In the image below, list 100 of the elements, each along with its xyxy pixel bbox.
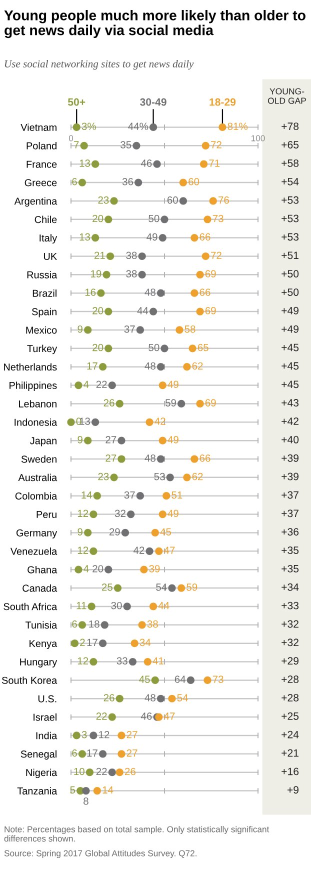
y-tick-label: Colombia	[15, 492, 58, 500]
point	[138, 621, 146, 629]
point	[84, 528, 92, 537]
point	[162, 492, 170, 500]
text: +54	[282, 178, 299, 186]
text: +28	[282, 676, 299, 684]
point	[100, 621, 108, 629]
point	[80, 142, 88, 150]
data-label: 20	[92, 565, 104, 572]
point	[183, 363, 191, 371]
data-label: 73	[212, 676, 224, 683]
point	[151, 676, 159, 684]
data-label: 58	[184, 325, 196, 333]
point	[108, 768, 116, 776]
data-label: 71	[209, 160, 220, 167]
point	[144, 658, 152, 666]
data-label: 29	[109, 528, 120, 536]
point	[92, 160, 100, 168]
data-label: 38	[126, 270, 137, 278]
point	[166, 474, 174, 482]
y-tick-label: Israel	[34, 713, 56, 721]
y-tick-label: Nigeria	[26, 768, 58, 778]
text: +50	[282, 288, 299, 296]
data-label: 39	[149, 565, 160, 572]
text: +25	[282, 712, 299, 720]
data-label: 33	[116, 657, 128, 665]
y-tick-label: Argentina	[14, 197, 58, 207]
y-tick-label: Indonesia	[14, 418, 58, 426]
point	[178, 400, 186, 408]
data-label: 59	[165, 399, 176, 406]
y-tick-label: Germany	[16, 529, 58, 538]
point	[155, 547, 163, 555]
point	[183, 474, 191, 482]
point	[114, 584, 122, 592]
y-tick-label: Philippines	[10, 382, 57, 391]
point	[127, 510, 135, 518]
point	[70, 640, 79, 648]
point	[104, 344, 112, 352]
data-label: 44%	[128, 122, 148, 130]
data-label: 42	[133, 546, 144, 554]
data-label: 72	[211, 141, 222, 148]
point	[158, 234, 166, 242]
text: +49	[282, 325, 298, 333]
text: +58	[282, 159, 299, 167]
point	[176, 326, 184, 334]
point	[149, 123, 158, 132]
point	[132, 142, 140, 150]
data-label: 3	[82, 730, 87, 738]
data-label: 50	[148, 344, 160, 352]
text: +53	[282, 214, 299, 222]
point	[98, 363, 107, 371]
data-label: 18	[89, 620, 100, 628]
point	[190, 289, 198, 297]
point	[160, 344, 168, 352]
text: +35	[282, 546, 299, 554]
data-label: 65	[198, 344, 208, 352]
data-label: 46	[140, 160, 152, 167]
point	[118, 732, 126, 740]
point	[118, 750, 126, 758]
text: 18-29	[210, 98, 236, 106]
data-label: 69	[205, 307, 216, 314]
y-tick-label: Tunisia	[25, 621, 58, 629]
data-label: 13	[80, 160, 90, 167]
data-label: 12	[78, 546, 88, 554]
point	[160, 216, 168, 224]
y-tick-label: Lebanon	[19, 400, 56, 408]
y-tick-label: Tanzania	[17, 787, 58, 795]
point	[128, 658, 137, 666]
data-label: 12	[99, 730, 110, 738]
point	[179, 178, 188, 186]
data-label: 37	[124, 325, 135, 333]
data-label: 45	[139, 676, 150, 683]
data-label: 48	[144, 362, 156, 370]
text: +34	[282, 583, 299, 591]
point	[156, 455, 165, 463]
y-tick-label: Japan	[30, 437, 56, 446]
data-label: 13	[80, 233, 90, 241]
data-label: 10	[74, 768, 84, 776]
y-tick-label: Canada	[22, 584, 58, 592]
point	[186, 676, 194, 684]
point	[93, 786, 101, 795]
text: +39	[282, 454, 298, 462]
data-label: 4	[84, 565, 89, 572]
text: +9	[287, 786, 298, 794]
data-label: 59	[186, 584, 198, 591]
data-label: 48	[144, 288, 156, 296]
text: +29	[282, 657, 298, 665]
data-label: 51	[172, 491, 182, 499]
data-label: 23	[98, 472, 109, 480]
data-label: 34	[140, 638, 151, 646]
data-label: 20	[92, 344, 104, 352]
text: +24	[282, 730, 299, 738]
y-tick-label: Mexico	[26, 326, 57, 334]
point	[158, 381, 166, 390]
data-label: 48	[144, 454, 156, 462]
point	[178, 584, 186, 592]
y-tick-label: Ghana	[28, 566, 58, 574]
text: +53	[282, 233, 299, 241]
point	[97, 289, 105, 297]
data-label: 49	[168, 436, 178, 444]
